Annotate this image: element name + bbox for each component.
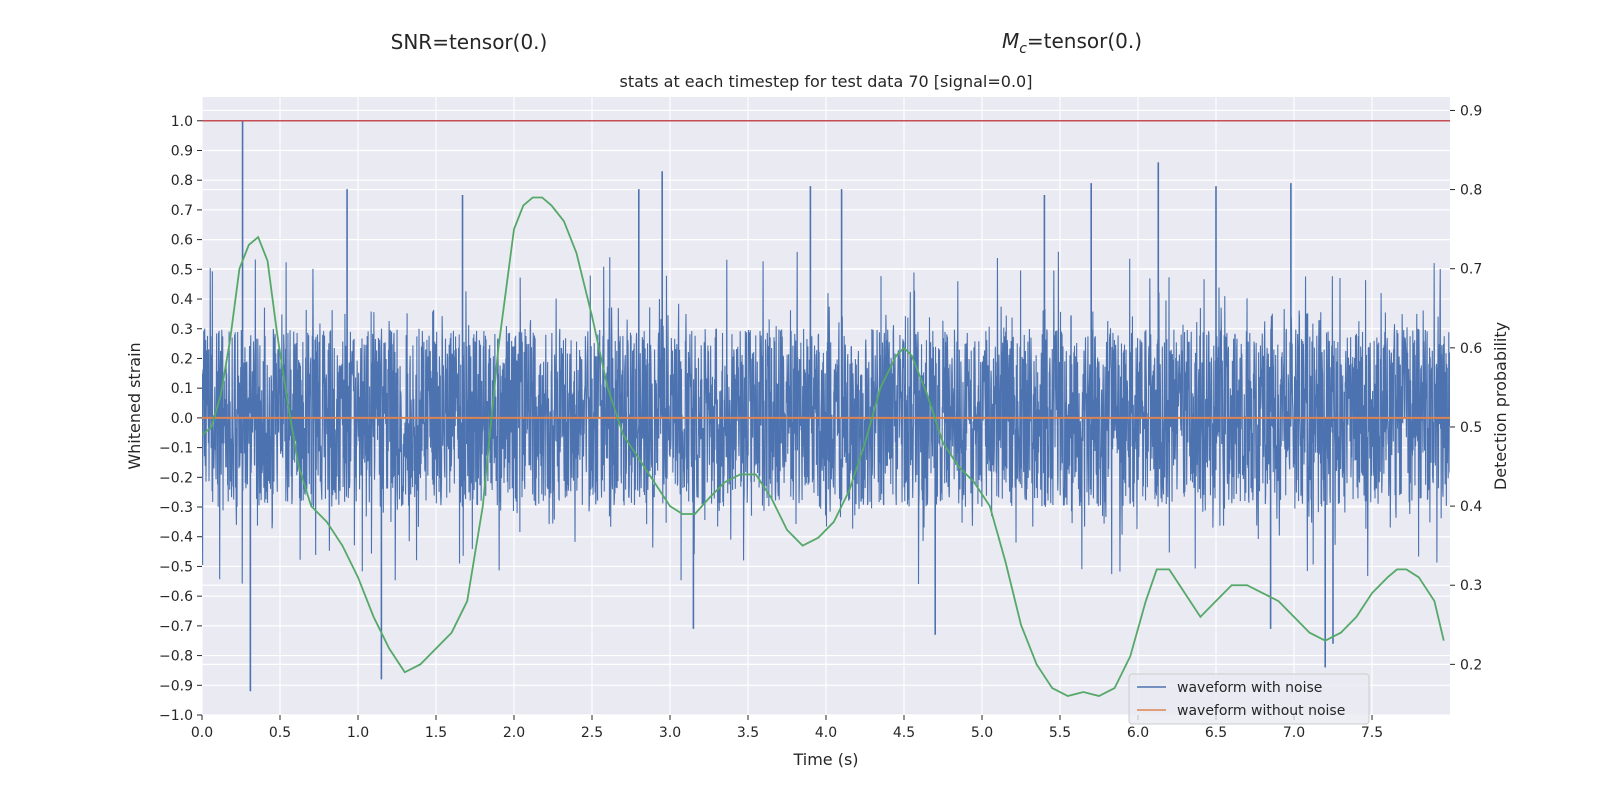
suptitle-mc: Mc=tensor(0.) bbox=[1002, 29, 1142, 57]
x-tick-label: 3.5 bbox=[737, 725, 759, 741]
y2-axis-ticks: 0.2 0.3 0.4 0.5 0.6 0.7 0.8 0.9 bbox=[1450, 103, 1482, 673]
mc-subscript: c bbox=[1019, 41, 1027, 57]
y-tick-label: −0.2 bbox=[159, 470, 193, 486]
x-tick-label: 5.0 bbox=[971, 725, 993, 741]
y2-tick-label: 0.9 bbox=[1460, 103, 1482, 119]
x-tick-label: 5.5 bbox=[1049, 725, 1071, 741]
legend-box bbox=[1128, 673, 1370, 725]
y-axis-ticks: −1.0 −0.9 −0.8 −0.7 −0.6 −0.5 −0.4 −0.3 −0.2 −0.1… bbox=[159, 114, 202, 724]
legend-label-clean: waveform without noise bbox=[1177, 703, 1345, 719]
y2-tick-label: 0.2 bbox=[1460, 657, 1482, 673]
y-tick-label: 0.3 bbox=[171, 322, 193, 338]
waveform-with-noise-line bbox=[202, 251, 1450, 584]
x-axis-label: Time (s) bbox=[792, 750, 858, 769]
x-tick-label: 4.0 bbox=[815, 725, 837, 741]
y2-tick-label: 0.5 bbox=[1460, 420, 1482, 436]
x-tick-label: 0.0 bbox=[191, 725, 213, 741]
x-axis-ticks: 0.0 0.5 1.0 1.5 2.0 2.5 3.0 3.5 4.0 4.5 5.0 5.5 6.0 6… bbox=[191, 715, 1383, 741]
x-tick-label: 1.0 bbox=[347, 725, 369, 741]
y-tick-label: −1.0 bbox=[159, 708, 193, 724]
y-tick-label: 0.4 bbox=[171, 292, 193, 308]
legend: waveform with noise waveform without noi… bbox=[1128, 673, 1370, 725]
x-tick-label: 7.0 bbox=[1283, 725, 1305, 741]
y-tick-label: −0.6 bbox=[159, 589, 193, 605]
detection-probability-line bbox=[202, 196, 1445, 697]
noise-series bbox=[202, 120, 1450, 692]
x-tick-label: 2.5 bbox=[581, 725, 603, 741]
mc-value: =tensor(0.) bbox=[1027, 29, 1142, 53]
suptitle-snr: SNR=tensor(0.) bbox=[391, 30, 548, 54]
y-tick-label: 0.2 bbox=[171, 351, 193, 367]
x-tick-label: 1.5 bbox=[425, 725, 447, 741]
y-tick-label: −0.3 bbox=[159, 500, 193, 516]
y-tick-label: 0.5 bbox=[171, 262, 193, 278]
y2-tick-label: 0.4 bbox=[1460, 499, 1482, 515]
y-tick-label: 1.0 bbox=[171, 114, 193, 130]
legend-label-noise: waveform with noise bbox=[1177, 680, 1322, 696]
y-tick-label: 0.7 bbox=[171, 203, 193, 219]
y-tick-label: −0.8 bbox=[159, 649, 193, 665]
y-tick-label: −0.9 bbox=[159, 678, 193, 694]
y2-tick-label: 0.8 bbox=[1460, 183, 1482, 199]
x-tick-label: 4.5 bbox=[893, 725, 915, 741]
y2-tick-label: 0.7 bbox=[1460, 262, 1482, 278]
y-tick-label: 0.6 bbox=[171, 233, 193, 249]
y2-tick-label: 0.6 bbox=[1460, 341, 1482, 357]
x-tick-label: 0.5 bbox=[269, 725, 291, 741]
y-tick-label: −0.7 bbox=[159, 619, 193, 635]
y-tick-label: −0.5 bbox=[159, 559, 193, 575]
y-tick-label: 0.9 bbox=[171, 143, 193, 159]
x-tick-label: 3.0 bbox=[659, 725, 681, 741]
x-tick-label: 6.5 bbox=[1205, 725, 1227, 741]
y2-axis-label: Detection probability bbox=[1491, 322, 1510, 490]
line-series bbox=[202, 120, 1450, 697]
y2-tick-label: 0.3 bbox=[1460, 578, 1482, 594]
x-tick-label: 6.0 bbox=[1127, 725, 1149, 741]
y-tick-label: −0.4 bbox=[159, 530, 193, 546]
y-tick-label: 0.0 bbox=[171, 411, 193, 427]
chart-title: stats at each timestep for test data 70 … bbox=[620, 72, 1033, 91]
y-tick-label: 0.1 bbox=[171, 381, 193, 397]
y-axis-label: Whitened strain bbox=[125, 342, 144, 469]
y-tick-label: −0.1 bbox=[159, 441, 193, 457]
x-tick-label: 2.0 bbox=[503, 725, 525, 741]
mc-symbol: M bbox=[1002, 29, 1019, 53]
y-tick-label: 0.8 bbox=[171, 173, 193, 189]
x-tick-label: 7.5 bbox=[1361, 725, 1383, 741]
grid bbox=[201, 97, 1450, 716]
